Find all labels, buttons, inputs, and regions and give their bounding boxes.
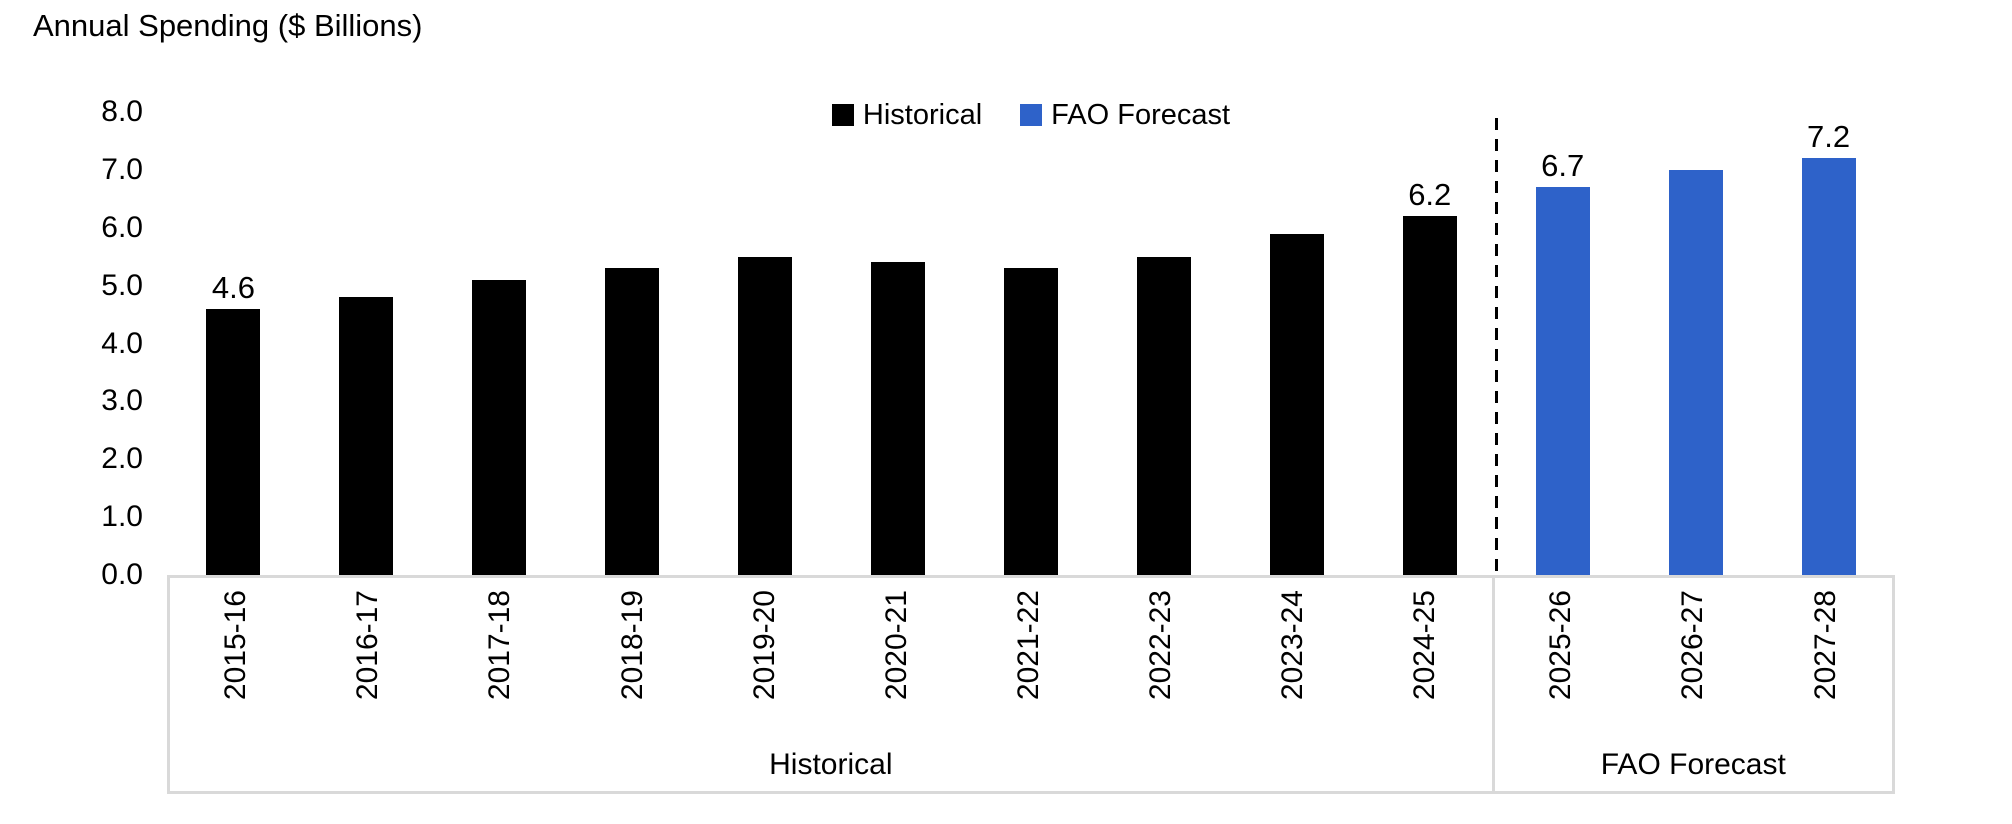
- bar-value-label-2024-25: 6.2: [1408, 177, 1452, 213]
- bar-slot-2022-23: [1097, 112, 1230, 575]
- legend-swatch-historical: [831, 104, 854, 126]
- y-axis: 0.0 1.0 2.0 3.0 4.0 5.0 6.0 7.0 8.0: [0, 95, 145, 591]
- category-label-2022-23: 2022-23: [1144, 590, 1178, 701]
- y-axis-tick-label: 6.0: [101, 210, 143, 244]
- bar-slot-2020-21: [832, 112, 965, 575]
- category-slot-2017-18: 2017-18: [434, 578, 566, 738]
- y-axis-tick-label: 1.0: [101, 500, 143, 534]
- category-labels-historical: 2015-16 2016-17 2017-18 2018-19 2019-20 2020-…: [170, 578, 1492, 738]
- bar-value-label-2027-28: 7.2: [1806, 119, 1851, 155]
- y-axis-tick-label: 7.0: [101, 152, 143, 186]
- bar-slot-2021-22: [965, 112, 1098, 575]
- category-slot-2027-28: 2027-28: [1760, 578, 1892, 738]
- bar-2023-24: [1269, 233, 1324, 575]
- legend-label-historical: Historical: [862, 99, 983, 131]
- y-axis-tick-label: 4.0: [101, 326, 143, 360]
- bar-2021-22: [1003, 268, 1058, 575]
- forecast-separator-line: [1495, 118, 1499, 575]
- bar-2018-19: [605, 268, 660, 575]
- legend: Historical FAO Forecast: [167, 99, 1895, 131]
- y-axis-tick-label: 8.0: [101, 95, 143, 128]
- category-slot-2018-19: 2018-19: [566, 578, 698, 738]
- category-label-2018-19: 2018-19: [615, 590, 649, 701]
- category-group-historical: 2015-16 2016-17 2017-18 2018-19 2019-20 2020-…: [170, 578, 1495, 791]
- category-label-2019-20: 2019-20: [747, 590, 781, 701]
- bar-value-label-2015-16: 4.6: [211, 269, 256, 305]
- legend-item-historical: Historical: [831, 99, 983, 131]
- bar-slot-2015-16: 4.6: [167, 112, 300, 575]
- category-axis-box: 2015-16 2016-17 2017-18 2018-19 2019-20 2020-…: [167, 575, 1895, 794]
- bar-2020-21: [871, 262, 926, 575]
- category-slot-2023-24: 2023-24: [1227, 578, 1359, 738]
- y-axis-tick-label: 3.0: [101, 384, 143, 418]
- bar-slot-2017-18: [433, 112, 566, 575]
- category-label-2016-17: 2016-17: [351, 590, 385, 701]
- chart-title: Annual Spending ($ Billions): [33, 8, 423, 43]
- bar-2016-17: [339, 297, 394, 575]
- category-label-2020-21: 2020-21: [879, 590, 913, 701]
- bar-2019-20: [738, 256, 793, 575]
- category-label-2025-26: 2025-26: [1543, 590, 1577, 701]
- category-label-2026-27: 2026-27: [1676, 590, 1710, 701]
- category-labels-forecast: 2025-26 2026-27 2027-28: [1495, 578, 1892, 738]
- group-label-row-forecast: FAO Forecast: [1495, 738, 1892, 791]
- bar-slot-2016-17: [300, 112, 433, 575]
- legend-item-forecast: FAO Forecast: [1020, 99, 1230, 131]
- bar-value-label-2025-26: 6.7: [1541, 148, 1585, 184]
- category-slot-2026-27: 2026-27: [1627, 578, 1759, 738]
- category-group-forecast: 2025-26 2026-27 2027-28 FAO Forecast: [1495, 578, 1892, 791]
- bars-container: 4.6 6.2 6.7 7.2: [167, 112, 1895, 575]
- group-label-forecast: FAO Forecast: [1600, 747, 1786, 781]
- bar-2017-18: [472, 279, 527, 575]
- category-slot-2019-20: 2019-20: [699, 578, 831, 738]
- bar-2025-26: 6.7: [1535, 150, 1590, 575]
- y-axis-tick-label: 2.0: [101, 442, 143, 476]
- category-slot-2020-21: 2020-21: [831, 578, 963, 738]
- bar-2026-27: [1668, 169, 1723, 575]
- category-slot-2016-17: 2016-17: [302, 578, 434, 738]
- category-label-2027-28: 2027-28: [1808, 590, 1842, 701]
- category-label-2021-22: 2021-22: [1012, 590, 1046, 701]
- category-label-2023-24: 2023-24: [1276, 590, 1310, 701]
- legend-label-forecast: FAO Forecast: [1051, 99, 1231, 131]
- bar-slot-2026-27: [1629, 112, 1762, 575]
- bar-slot-2027-28: 7.2: [1762, 112, 1895, 575]
- bar-2027-28: 7.2: [1801, 121, 1856, 575]
- bar-2024-25: 6.2: [1402, 179, 1457, 575]
- bar-2022-23: [1136, 256, 1191, 575]
- category-label-2024-25: 2024-25: [1408, 590, 1442, 701]
- y-axis-tick-label: 0.0: [101, 558, 143, 591]
- bar-slot-2023-24: [1230, 112, 1363, 575]
- bar-2015-16: 4.6: [206, 272, 261, 575]
- plot-area: Historical FAO Forecast 4.6 6.2 6.7 7.2: [167, 99, 1895, 575]
- bar-slot-2019-20: [699, 112, 832, 575]
- category-slot-2021-22: 2021-22: [963, 578, 1095, 738]
- group-label-historical: Historical: [769, 747, 893, 781]
- category-slot-2022-23: 2022-23: [1095, 578, 1227, 738]
- legend-swatch-forecast: [1020, 104, 1043, 126]
- category-slot-2024-25: 2024-25: [1359, 578, 1491, 738]
- category-label-2015-16: 2015-16: [219, 590, 253, 701]
- bar-slot-2025-26: 6.7: [1496, 112, 1629, 575]
- bar-slot-2018-19: [566, 112, 699, 575]
- category-label-2017-18: 2017-18: [483, 590, 517, 701]
- category-slot-2015-16: 2015-16: [170, 578, 302, 738]
- category-slot-2025-26: 2025-26: [1495, 578, 1627, 738]
- group-label-row-historical: Historical: [170, 738, 1492, 791]
- bar-slot-2024-25: 6.2: [1363, 112, 1496, 575]
- y-axis-tick-label: 5.0: [101, 268, 143, 302]
